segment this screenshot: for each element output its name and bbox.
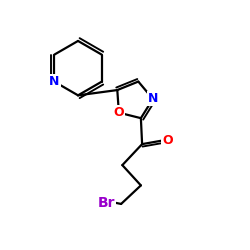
Text: O: O: [162, 134, 173, 147]
Text: Br: Br: [98, 196, 115, 210]
Text: N: N: [148, 92, 158, 106]
Text: N: N: [49, 75, 60, 88]
Text: O: O: [114, 106, 124, 119]
